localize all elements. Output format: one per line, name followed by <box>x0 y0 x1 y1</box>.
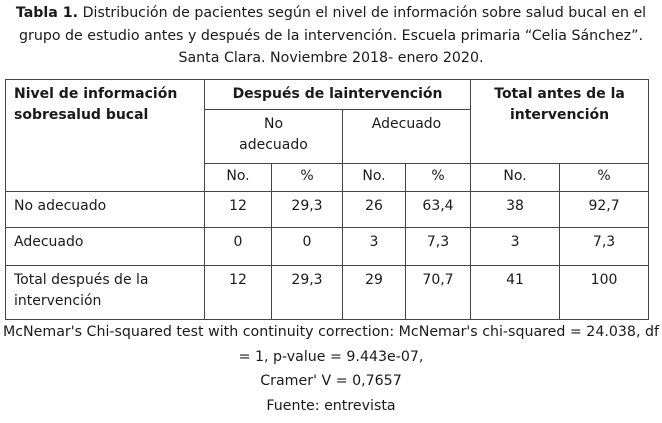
cell-value: 0 <box>271 227 343 266</box>
cell-value: 63,4 <box>404 191 472 228</box>
notes-line-3: Cramer' V = 0,7657 <box>260 373 402 389</box>
no-header: No. <box>204 163 272 192</box>
cell-value: 12 <box>204 265 272 320</box>
cell-value: 3 <box>470 227 561 266</box>
after-intervention-header: Después de laintervención <box>203 79 472 110</box>
cell-value: 26 <box>342 191 406 228</box>
header-row-2: No adecuado Adecuado <box>6 109 649 164</box>
data-table: Nivel de información sobresalud bucal De… <box>5 79 650 320</box>
caption-label: Tabla 1. <box>15 5 79 21</box>
pct-header: % <box>559 163 650 192</box>
table-row: Adecuado 0 0 3 7,3 3 7,3 <box>5 227 650 266</box>
adequate-header: Adecuado <box>341 109 472 164</box>
cell-value: 3 <box>342 227 406 266</box>
cell-value: 70,7 <box>404 265 472 320</box>
pct-header: % <box>271 163 343 192</box>
header-row-3: No. % No. % No. % <box>6 163 650 192</box>
cell-value: 100 <box>559 265 650 320</box>
notes-source: Fuente: entrevista <box>266 397 396 414</box>
cell-value: 0 <box>204 227 272 266</box>
table-row: No adecuado 12 29,3 26 63,4 38 92,7 <box>5 191 650 228</box>
cell-value: 7,3 <box>404 227 472 266</box>
caption-line-1: Tabla 1. Distribución de pacientes según… <box>15 5 647 21</box>
cell-value: 29,3 <box>271 265 343 320</box>
cell-value: 41 <box>470 265 561 320</box>
row-label: No adecuado <box>5 191 205 228</box>
pct-header: % <box>404 163 472 192</box>
row-label: Total después de la intervención <box>5 265 205 320</box>
cell-value: 29,3 <box>271 191 343 228</box>
table-row: Total después de la intervención 12 29,3… <box>5 265 650 320</box>
caption-line-3: Santa Clara. Noviembre 2018- enero 2020. <box>178 50 484 66</box>
table-caption: Tabla 1. Distribución de pacientes según… <box>0 2 662 70</box>
not-adequate-header: No adecuado <box>204 109 343 164</box>
no-header: No. <box>470 163 561 192</box>
notes-line-1: McNemar's Chi-squared test with continui… <box>3 324 659 340</box>
caption-line-2: grupo de estudio antes y después de la i… <box>18 27 643 44</box>
notes-line-2: = 1, p-value = 9.443e-07, <box>238 348 424 365</box>
cell-value: 29 <box>342 265 406 320</box>
row-label-header: Nivel de información sobresalud bucal <box>5 79 205 192</box>
cell-value: 38 <box>470 191 561 228</box>
no-header: No. <box>342 163 406 192</box>
table-notes: McNemar's Chi-squared test with continui… <box>0 320 662 418</box>
total-before-header: Total antes de la intervención <box>470 79 650 164</box>
cell-value: 7,3 <box>559 227 650 266</box>
cell-value: 12 <box>204 191 272 228</box>
cell-value: 92,7 <box>559 191 650 228</box>
header-row-1: Nivel de información sobresalud bucal De… <box>5 79 650 192</box>
row-label: Adecuado <box>5 227 205 266</box>
